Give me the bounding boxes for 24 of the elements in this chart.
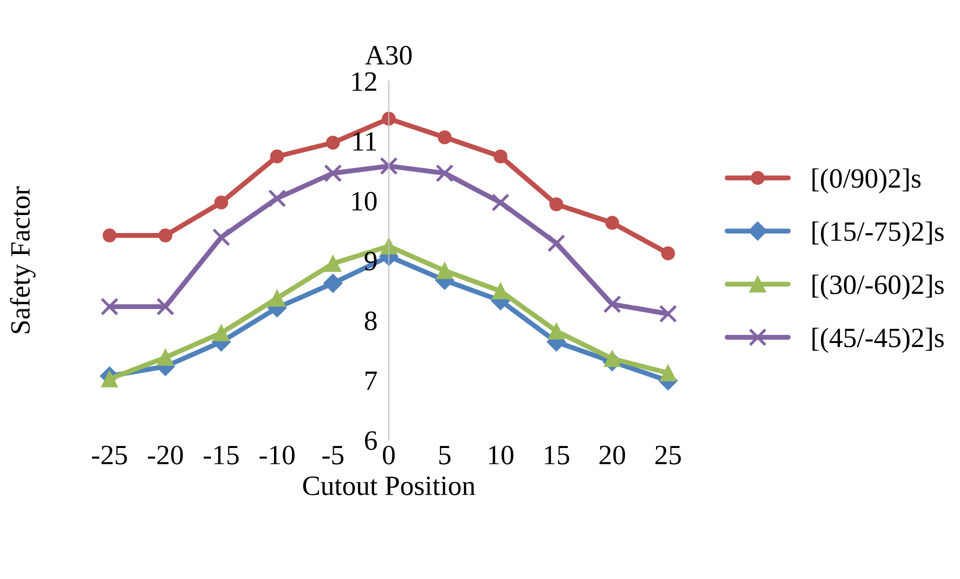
x-tick-label: -15 bbox=[204, 446, 239, 464]
x-tick-label: 15 bbox=[544, 446, 570, 464]
y-tick-label: 7 bbox=[366, 372, 377, 390]
y-tick-label: 6 bbox=[364, 431, 377, 450]
x-tick-label: -20 bbox=[148, 446, 183, 464]
legend-label: [(45/-45)2]s bbox=[812, 328, 944, 353]
x-tick-label: 20 bbox=[600, 446, 626, 464]
legend-label: [(30/-60)2]s bbox=[812, 274, 944, 300]
chart-title: A30 bbox=[365, 46, 412, 65]
y-tick-label: 8 bbox=[364, 312, 377, 330]
x-tick-label: -25 bbox=[92, 446, 127, 464]
y-tick-label: 11 bbox=[353, 132, 376, 151]
legend-label: [(15/-75)2]s bbox=[812, 221, 944, 247]
x-tick-label: 0 bbox=[382, 446, 395, 464]
x-tick-label: -10 bbox=[260, 446, 295, 464]
x-tick-label: -5 bbox=[322, 446, 344, 464]
legend-label: [(0/90)2]s bbox=[812, 168, 921, 194]
y-tick-label: 10 bbox=[352, 192, 377, 211]
y-tick-label: 12 bbox=[352, 72, 376, 91]
x-tick-label: 25 bbox=[655, 446, 681, 464]
x-axis-title: Cutout Position bbox=[303, 476, 476, 496]
x-tick-label: 10 bbox=[489, 446, 514, 464]
x-tick-label: 5 bbox=[439, 446, 451, 464]
y-axis-title: Safety Factor bbox=[10, 186, 36, 334]
